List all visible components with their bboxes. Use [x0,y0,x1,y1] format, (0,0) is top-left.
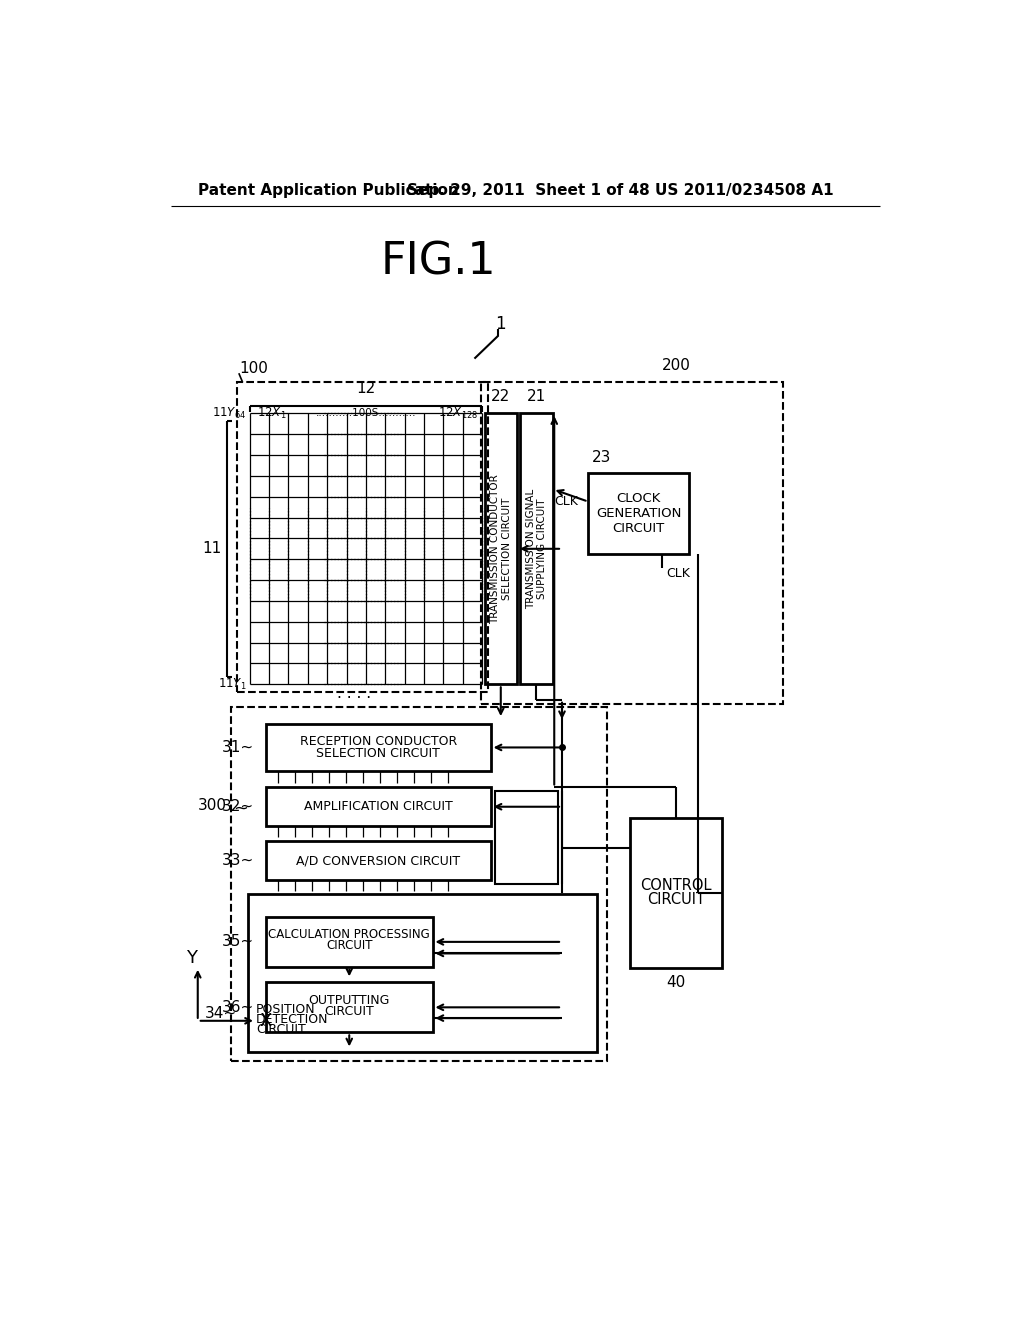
Text: 36~: 36~ [222,999,254,1015]
Text: 34~: 34~ [205,1006,237,1020]
Text: 32~: 32~ [222,799,254,814]
Bar [630,818,722,969]
Text: DETECTION: DETECTION [256,1012,329,1026]
Text: CIRCUIT: CIRCUIT [647,892,705,907]
Text: FIG.1: FIG.1 [380,240,496,284]
Bar [484,413,517,684]
Bar [495,792,558,884]
Text: · · · ·: · · · · [337,690,372,706]
Text: CIRCUIT: CIRCUIT [325,1005,374,1018]
Bar [231,706,607,1061]
Text: CLK: CLK [555,495,579,508]
Text: Sep. 29, 2011  Sheet 1 of 48: Sep. 29, 2011 Sheet 1 of 48 [407,183,650,198]
Text: $12X_1$: $12X_1$ [257,405,287,421]
Text: 33~: 33~ [222,853,254,869]
Text: 200: 200 [662,358,691,374]
Text: 21: 21 [526,389,546,404]
Text: POSITION: POSITION [256,1003,315,1016]
Text: $11Y_1$: $11Y_1$ [218,677,247,692]
Bar [266,982,432,1032]
Text: 1: 1 [495,315,505,333]
Bar [266,917,432,966]
Text: Y: Y [186,949,197,966]
Text: Patent Application Publication: Patent Application Publication [198,183,459,198]
Bar [237,383,488,692]
Text: 31~: 31~ [222,741,254,755]
Text: 22: 22 [492,389,510,404]
Text: ~: ~ [233,799,249,817]
Bar [266,725,490,771]
Text: CIRCUIT: CIRCUIT [326,940,373,952]
Text: 300: 300 [199,799,227,813]
Text: 40: 40 [667,974,685,990]
Text: OUTPUTTING: OUTPUTTING [308,994,390,1007]
Text: AMPLIFICATION CIRCUIT: AMPLIFICATION CIRCUIT [304,800,453,813]
Text: 23: 23 [592,450,611,466]
Text: ...........100S...........: ...........100S........... [315,408,416,418]
Text: TRANSMISSION CONDUCTOR
SELECTION CIRCUIT: TRANSMISSION CONDUCTOR SELECTION CIRCUIT [489,474,512,623]
Text: $12X_{128}$: $12X_{128}$ [438,405,478,421]
Text: CIRCUIT: CIRCUIT [256,1023,305,1036]
Bar [266,788,490,826]
Bar [248,894,597,1052]
Text: CALCULATION PROCESSING: CALCULATION PROCESSING [268,928,430,941]
Text: SELECTION CIRCUIT: SELECTION CIRCUIT [316,747,440,760]
Text: 12: 12 [356,381,376,396]
Text: 100: 100 [239,362,267,376]
Text: US 2011/0234508 A1: US 2011/0234508 A1 [655,183,834,198]
Text: $11Y_{64}$: $11Y_{64}$ [212,405,247,421]
Bar [589,474,689,554]
Text: CONTROL: CONTROL [640,878,712,894]
Text: X: X [260,1012,272,1030]
Text: TRANSMISSION SIGNAL
SUPPLYING CIRCUIT: TRANSMISSION SIGNAL SUPPLYING CIRCUIT [525,488,547,609]
Text: RECEPTION CONDUCTOR: RECEPTION CONDUCTOR [300,735,457,748]
Bar [520,413,553,684]
Bar [266,841,490,880]
Text: A/D CONVERSION CIRCUIT: A/D CONVERSION CIRCUIT [296,854,461,867]
Text: 35~: 35~ [222,935,254,949]
Bar [480,383,783,704]
Text: CLK: CLK [666,568,690,579]
Text: CLOCK
GENERATION
CIRCUIT: CLOCK GENERATION CIRCUIT [596,492,681,536]
Text: 11: 11 [202,541,221,556]
